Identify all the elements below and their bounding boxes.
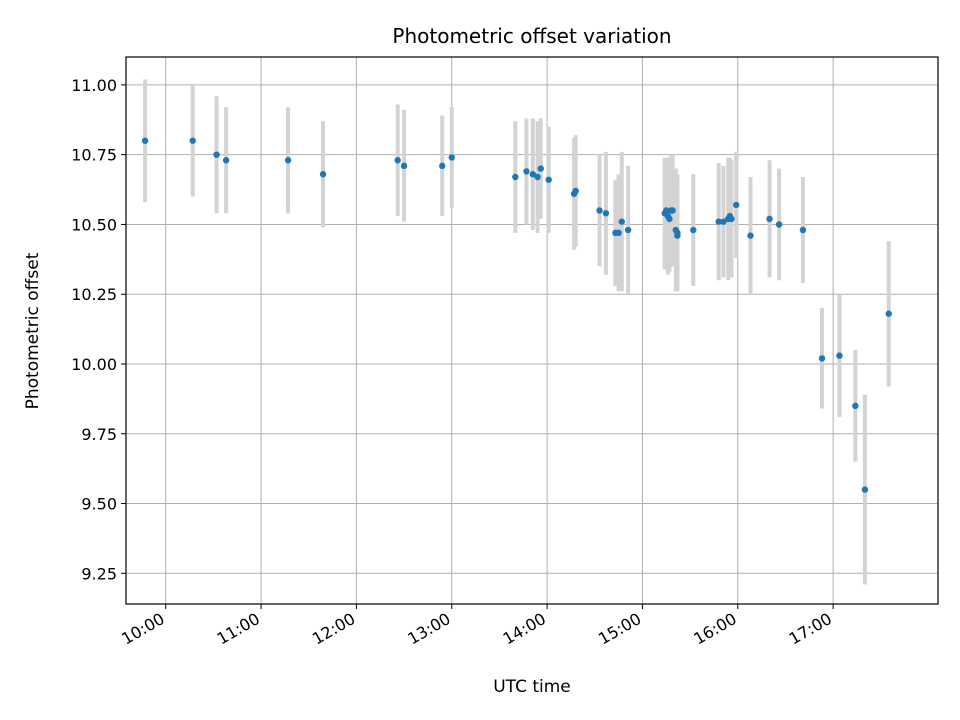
data-point (572, 187, 579, 195)
data-point (222, 157, 230, 164)
x-tick-label: 10:00 (118, 609, 167, 649)
data-point (523, 168, 530, 175)
data-point (512, 173, 519, 181)
y-tick-label: 10.50 (71, 215, 117, 234)
data-point (284, 157, 292, 164)
data-point (836, 352, 843, 359)
data-point (537, 165, 544, 172)
data-point (545, 176, 552, 183)
x-tick-label: 11:00 (214, 609, 263, 649)
data-point (766, 215, 773, 223)
data-point (618, 218, 625, 225)
data-point (400, 162, 408, 170)
y-tick-label: 10.25 (71, 285, 117, 304)
data-point (818, 355, 826, 362)
chart-title: Photometric offset variation (392, 24, 671, 48)
x-tick-label: 12:00 (309, 609, 358, 649)
data-point (720, 218, 727, 225)
y-axis-label: Photometric offset (23, 252, 43, 409)
data-point (732, 201, 740, 209)
y-tick-label: 10.00 (71, 355, 117, 374)
data-point (448, 154, 455, 161)
y-tick-label: 9.50 (81, 495, 117, 514)
x-axis: 10:00 11:00 12:00 13:00 14:00 15:00 16:00 17:00 (118, 604, 835, 649)
data-point (394, 157, 401, 164)
data-point (624, 226, 632, 234)
x-tick-label: 14:00 (500, 609, 549, 649)
data-point (728, 215, 735, 223)
data-point (141, 137, 149, 144)
data-point (663, 207, 670, 214)
data-point (439, 162, 446, 170)
y-tick-label: 9.75 (81, 425, 117, 444)
data-point (799, 226, 807, 234)
plot-frame (125, 56, 939, 605)
y-axis: 9.25 9.50 9.75 10.00 10.25 10.50 10.75 11.00 (71, 76, 126, 583)
data-point (666, 215, 673, 223)
data-point (529, 171, 536, 178)
data-point (690, 226, 697, 234)
data-point (213, 151, 220, 158)
data-point (747, 232, 754, 239)
data-point (674, 229, 681, 237)
data-point (319, 171, 327, 178)
x-tick-label: 13:00 (404, 609, 453, 649)
data-point (885, 310, 892, 317)
y-tick-label: 11.00 (71, 76, 117, 95)
data-point (861, 486, 869, 493)
x-tick-label: 16:00 (690, 609, 739, 649)
data-point (852, 402, 859, 410)
data-point (775, 221, 783, 228)
y-tick-label: 10.75 (71, 146, 117, 165)
data-point (669, 207, 676, 214)
x-tick-label: 15:00 (595, 609, 644, 649)
data-point (189, 137, 196, 144)
data-points (141, 137, 892, 493)
data-point (602, 210, 610, 217)
data-point (715, 218, 722, 225)
data-point (615, 229, 622, 237)
x-tick-label: 17:00 (786, 609, 835, 649)
data-point (596, 207, 603, 214)
x-axis-label: UTC time (493, 677, 571, 697)
data-point (534, 173, 541, 181)
y-tick-label: 9.25 (81, 564, 117, 583)
